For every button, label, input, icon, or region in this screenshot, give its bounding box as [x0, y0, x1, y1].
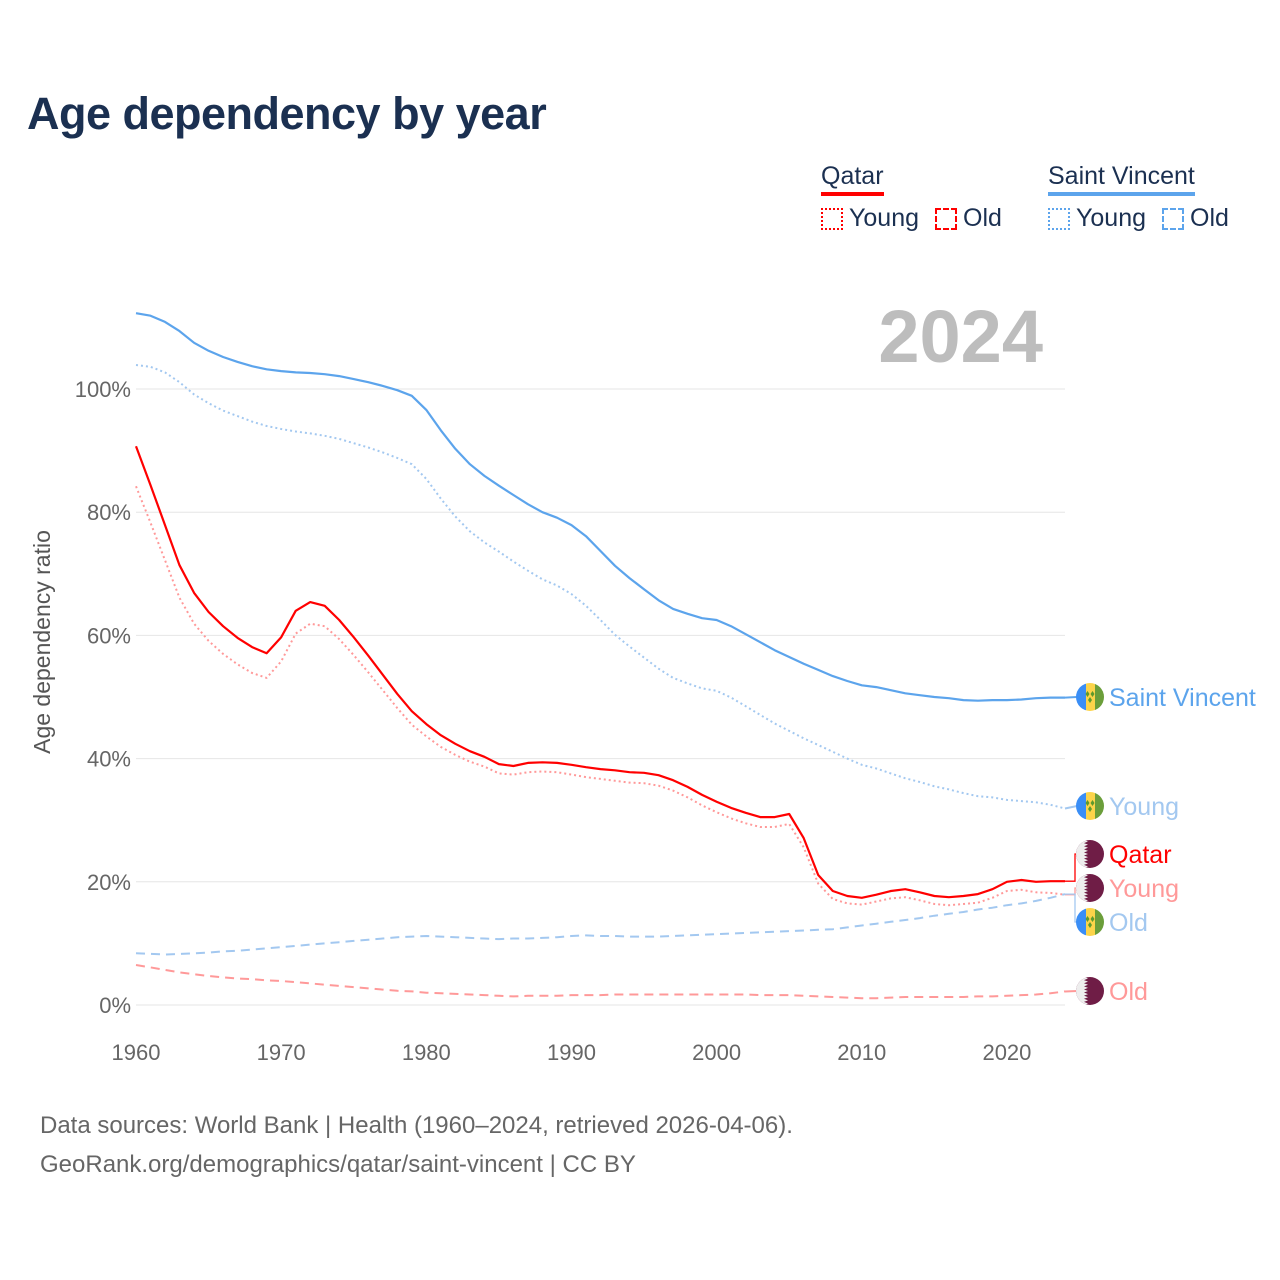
y-tick-label: 80%	[87, 500, 131, 525]
flag-yellow	[1086, 792, 1095, 820]
series-line-saint-vincent-old	[135, 893, 1066, 956]
x-tick-label: 1980	[402, 1040, 451, 1065]
year-watermark: 2024	[878, 295, 1043, 378]
legend-qatar-label: Qatar	[821, 162, 884, 190]
dashed-swatch-icon	[1162, 207, 1184, 230]
flag-yellow	[1086, 908, 1095, 936]
qatar-flag-icon	[1076, 977, 1104, 1005]
flag-diamond	[1090, 916, 1095, 922]
series-line-qatar-young	[135, 485, 1066, 907]
saint-vincent-flag-icon	[1076, 908, 1104, 936]
legend-sv-old: Old	[1190, 204, 1229, 232]
flag-diamond	[1085, 691, 1090, 697]
x-tick-label: 1960	[112, 1040, 161, 1065]
series-line-qatar-old	[135, 964, 1066, 1000]
saint-vincent-flag-icon	[1076, 792, 1104, 820]
legend-qatar: Qatar Young Old	[821, 162, 1018, 233]
x-tick-label: 1970	[257, 1040, 306, 1065]
flag-green	[1095, 908, 1104, 936]
label-connector	[1064, 805, 1078, 810]
flag-diamond	[1090, 691, 1095, 697]
end-label-group: Qatar	[1065, 840, 1172, 882]
dotted-swatch-icon	[821, 207, 843, 230]
end-label-group: Old	[1064, 977, 1148, 1006]
series-line-qatar	[134, 445, 1065, 899]
legend-sv-young: Young	[1076, 204, 1146, 232]
end-label-group: Saint Vincent	[1064, 683, 1256, 712]
flag-blue	[1076, 792, 1086, 820]
end-label: Young	[1109, 875, 1179, 903]
y-tick-label: 0%	[99, 993, 131, 1018]
label-connector	[1064, 696, 1078, 699]
flag-diamond	[1085, 800, 1090, 806]
flag-white	[1076, 977, 1088, 1005]
legend-qatar-young: Young	[849, 204, 919, 232]
flag-diamond	[1090, 800, 1095, 806]
dashed-swatch-icon	[935, 207, 957, 230]
qatar-flag-icon	[1076, 840, 1104, 868]
legend-saint-vincent: Saint Vincent Young Old	[1048, 162, 1245, 233]
y-tick-label: 100%	[75, 377, 131, 402]
flag-diamond	[1088, 806, 1092, 812]
y-tick-label: 20%	[87, 870, 131, 895]
chart-title: Age dependency by year	[27, 88, 547, 139]
x-tick-label: 1990	[547, 1040, 596, 1065]
footer-sources: Data sources: World Bank | Health (1960–…	[40, 1112, 793, 1139]
end-label: Saint Vincent	[1109, 684, 1256, 712]
saint-vincent-flag-icon	[1076, 683, 1104, 711]
end-label: Young	[1109, 793, 1179, 821]
y-axis-label: Age dependency ratio	[29, 530, 55, 754]
qatar-flag-icon	[1076, 874, 1104, 902]
end-label: Qatar	[1109, 841, 1172, 869]
x-tick-label: 2010	[837, 1040, 886, 1065]
y-tick-label: 40%	[87, 747, 131, 772]
flag-green	[1095, 792, 1104, 820]
flag-white	[1076, 840, 1088, 868]
flag-yellow	[1086, 683, 1095, 711]
y-tick-label: 60%	[87, 623, 131, 648]
footer: Data sources: World Bank | Health (1960–…	[40, 1106, 793, 1184]
flag-diamond	[1088, 922, 1092, 928]
series-line-saint-vincent	[135, 312, 1065, 702]
flag-diamond	[1088, 697, 1092, 703]
flag-blue	[1076, 908, 1086, 936]
legend-sv-label: Saint Vincent	[1048, 162, 1195, 190]
end-label-group: Young	[1065, 874, 1179, 903]
flag-blue	[1076, 683, 1086, 711]
flag-green	[1095, 683, 1104, 711]
legend-qatar-old: Old	[963, 204, 1002, 232]
end-label-group: Young	[1064, 792, 1179, 821]
footer-link[interactable]: GeoRank.org/demographics/qatar/saint-vin…	[40, 1151, 636, 1178]
dotted-swatch-icon	[1048, 207, 1070, 230]
flag-diamond	[1085, 916, 1090, 922]
x-tick-label: 2020	[982, 1040, 1031, 1065]
flag-white	[1076, 874, 1088, 902]
end-label-group: Old	[1065, 893, 1148, 937]
series-line-saint-vincent-young	[135, 364, 1066, 810]
x-tick-label: 2000	[692, 1040, 741, 1065]
end-label: Old	[1109, 909, 1148, 937]
end-label: Old	[1109, 978, 1148, 1006]
